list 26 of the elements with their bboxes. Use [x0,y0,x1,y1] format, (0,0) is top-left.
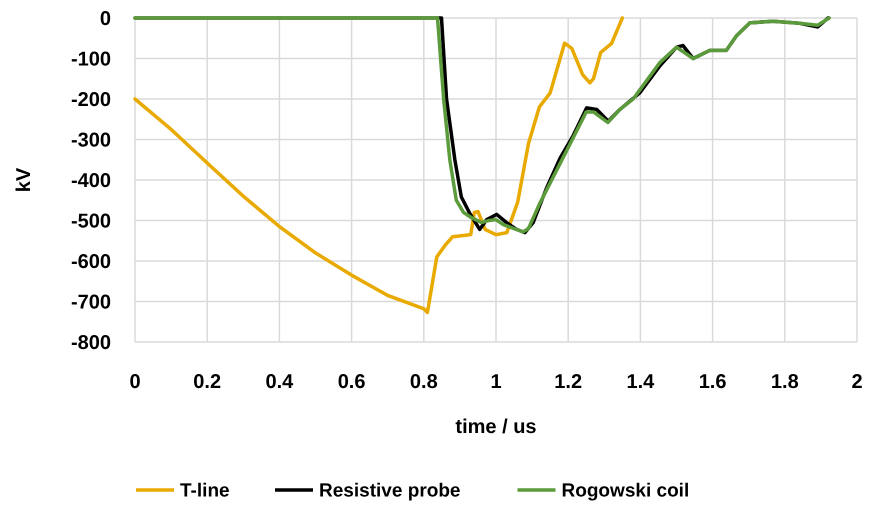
y-tick-label: -200 [70,89,111,111]
y-tick-label: -400 [70,170,111,192]
y-axis-title: kV [13,167,35,192]
x-tick-label: 1.2 [554,371,582,393]
line-series [133,16,624,314]
x-tick-label: 1 [490,371,502,393]
x-tick-label: 0.8 [410,371,438,393]
y-tick-label: -300 [70,130,111,152]
x-axis-title: time / us [455,416,537,438]
x-tick-label: 0 [129,371,141,393]
y-tick-label: -800 [70,332,111,354]
legend-label: T-line [180,480,230,502]
x-tick-label: 1.6 [698,371,727,393]
y-tick-label: -600 [70,251,111,273]
x-tick-label: 2 [851,371,863,393]
y-tick-label: 0 [100,8,111,30]
x-tick-label: 1.8 [770,371,799,393]
x-tick-label: 0.2 [193,371,222,393]
x-tick-label: 0.4 [265,371,294,393]
y-tick-label: -100 [70,48,111,70]
y-tick-label: -500 [70,210,111,232]
x-tick-label: 0.6 [338,371,366,393]
x-tick-label: 1.4 [626,371,656,393]
legend-label: Resistive probe [319,480,460,502]
y-tick-label: -700 [70,292,111,314]
legend-label: Rogowski coil [562,480,690,502]
